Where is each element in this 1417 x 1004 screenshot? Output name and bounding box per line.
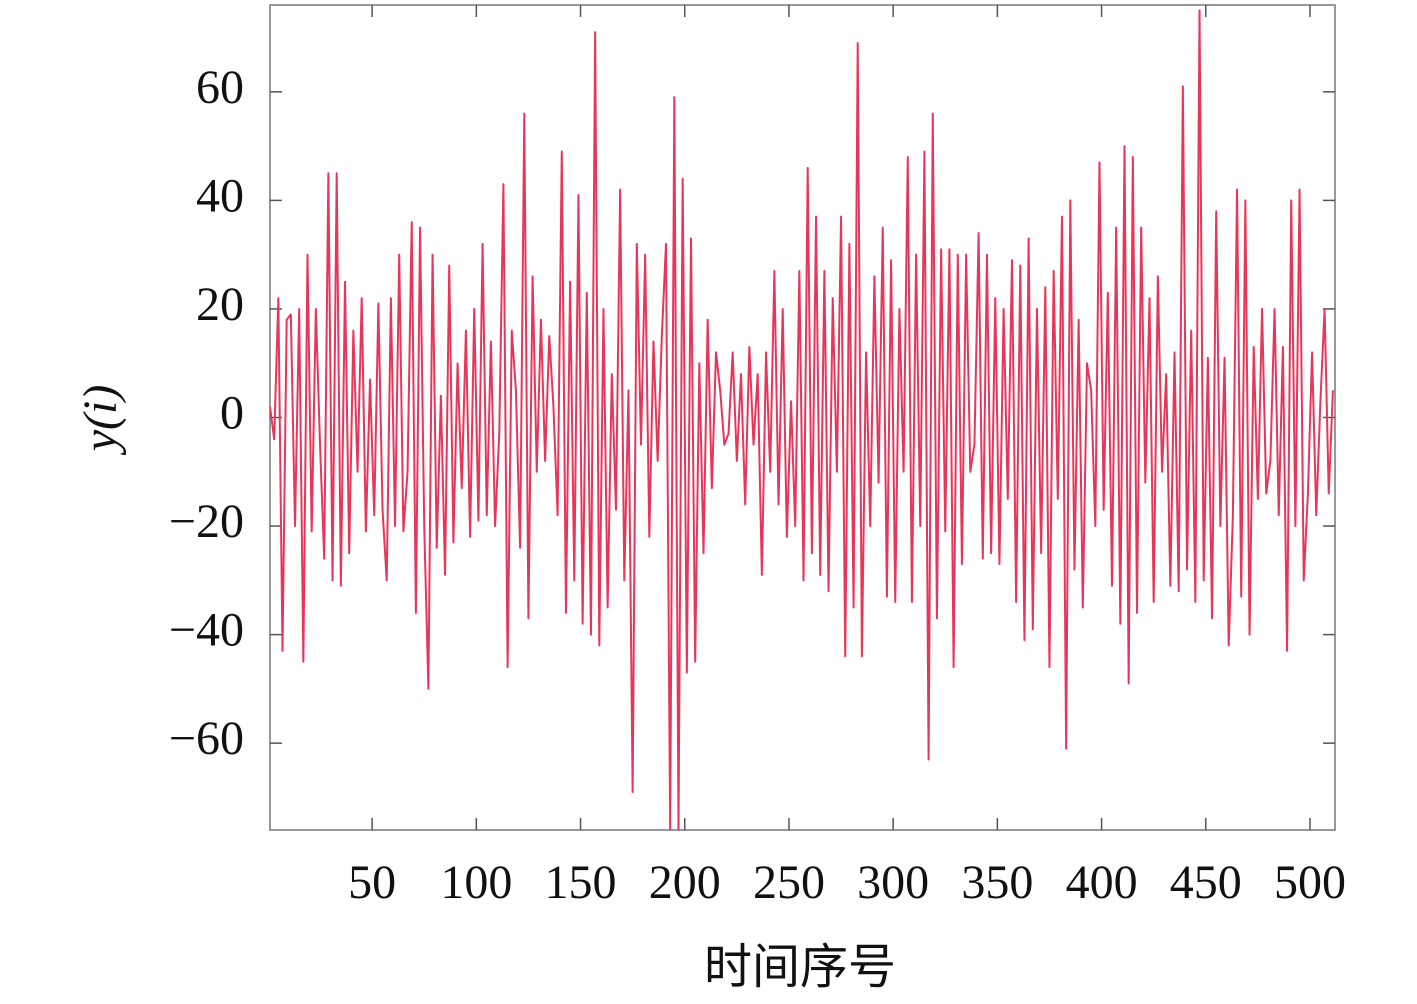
x-tick-label: 200 xyxy=(649,856,721,909)
x-tick-label: 500 xyxy=(1274,856,1346,909)
data-line xyxy=(270,9,1334,830)
y-tick-label: −20 xyxy=(169,495,244,548)
y-tick-label: 60 xyxy=(196,61,244,114)
x-tick-label: 50 xyxy=(348,856,396,909)
x-tick-label: 400 xyxy=(1066,856,1138,909)
x-tick-label: 150 xyxy=(545,856,617,909)
x-tick-label: 250 xyxy=(753,856,825,909)
x-tick-label: 300 xyxy=(857,856,929,909)
y-tick-label: 40 xyxy=(196,169,244,222)
x-tick-label: 100 xyxy=(440,856,512,909)
y-tick-label: −60 xyxy=(169,712,244,765)
y-tick-label: 20 xyxy=(196,278,244,331)
x-tick-label: 350 xyxy=(961,856,1033,909)
y-axis-label: y(i) xyxy=(74,385,127,457)
x-axis-label: 时间序号 xyxy=(704,941,896,994)
y-tick-label: 0 xyxy=(220,387,244,440)
y-tick-label: −40 xyxy=(169,604,244,657)
x-tick-label: 450 xyxy=(1170,856,1242,909)
